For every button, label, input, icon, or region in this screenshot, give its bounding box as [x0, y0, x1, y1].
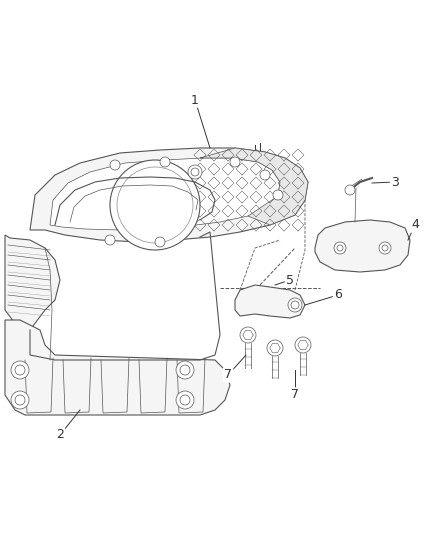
Circle shape	[155, 237, 165, 247]
Circle shape	[295, 337, 311, 353]
Circle shape	[345, 185, 355, 195]
Text: 3: 3	[391, 175, 399, 189]
Polygon shape	[50, 158, 280, 230]
Circle shape	[240, 327, 256, 343]
Circle shape	[288, 298, 302, 312]
Circle shape	[230, 157, 240, 167]
Text: 6: 6	[334, 288, 342, 302]
Circle shape	[110, 160, 120, 170]
Text: 2: 2	[56, 429, 64, 441]
Circle shape	[273, 190, 283, 200]
Circle shape	[105, 235, 115, 245]
Circle shape	[267, 340, 283, 356]
Polygon shape	[5, 320, 230, 415]
Circle shape	[110, 160, 200, 250]
Polygon shape	[315, 220, 410, 272]
Circle shape	[160, 157, 170, 167]
Circle shape	[334, 242, 346, 254]
Polygon shape	[200, 148, 308, 225]
Circle shape	[260, 170, 270, 180]
Circle shape	[176, 361, 194, 379]
Text: 7: 7	[291, 389, 299, 401]
Circle shape	[188, 165, 202, 179]
Polygon shape	[235, 285, 305, 318]
Circle shape	[379, 242, 391, 254]
Text: 5: 5	[286, 273, 294, 287]
Polygon shape	[30, 148, 308, 242]
Polygon shape	[5, 235, 60, 330]
Text: 1: 1	[191, 93, 199, 107]
Circle shape	[11, 391, 29, 409]
Text: 4: 4	[411, 219, 419, 231]
Circle shape	[176, 391, 194, 409]
Text: 7: 7	[224, 368, 232, 382]
Circle shape	[11, 361, 29, 379]
